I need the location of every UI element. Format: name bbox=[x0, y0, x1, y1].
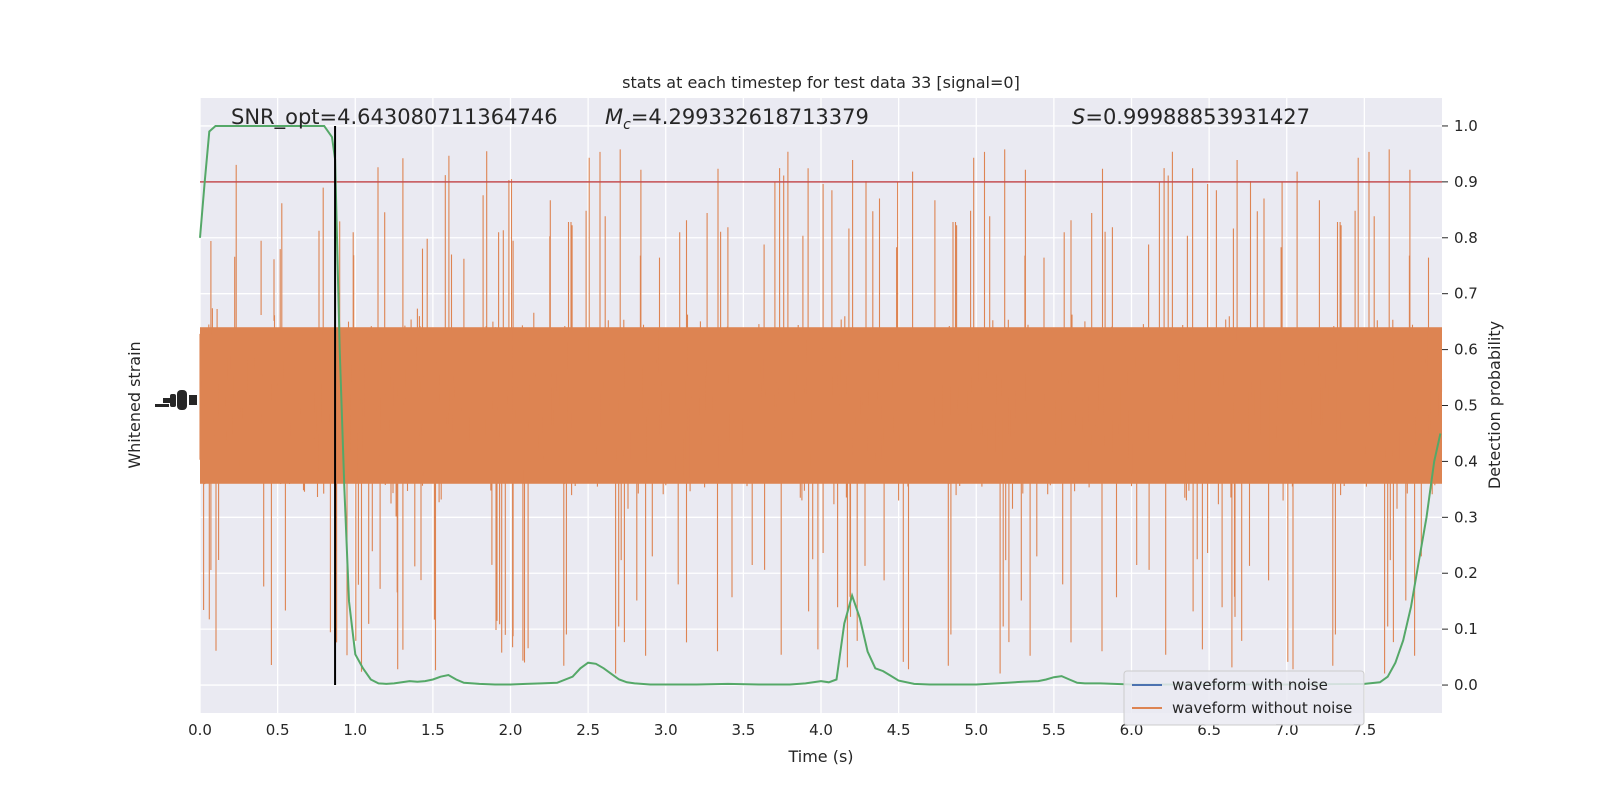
y-tick-label: 0.6 bbox=[1454, 341, 1478, 359]
x-tick-label: 4.5 bbox=[887, 721, 911, 739]
snr-annotation: SNR_opt=4.643080711364746 bbox=[231, 105, 558, 130]
noise-spikes bbox=[199, 149, 1443, 674]
y-tick-label: 0.8 bbox=[1454, 229, 1478, 247]
detection-probability-line bbox=[199, 125, 1442, 686]
y-tick-label: 0.9 bbox=[1454, 173, 1478, 191]
x-axis-label: Time (s) bbox=[787, 747, 853, 766]
x-tick-label: 1.5 bbox=[421, 721, 445, 739]
y-tick-label: 0.7 bbox=[1454, 285, 1478, 303]
chirp-mass-annotation: Mc=4.299332618713379 bbox=[605, 105, 869, 133]
x-tick-label: 0.5 bbox=[266, 721, 290, 739]
y-tick-label: 0.2 bbox=[1454, 564, 1478, 582]
x-tick-label: 2.0 bbox=[499, 721, 523, 739]
x-tick-label: 1.0 bbox=[343, 721, 367, 739]
chart-title: stats at each timestep for test data 33 … bbox=[622, 73, 1020, 92]
x-tick-label: 5.0 bbox=[964, 721, 988, 739]
legend-box bbox=[1123, 670, 1365, 726]
y-tick-label: 0.3 bbox=[1454, 508, 1478, 526]
y-tick-label: 0.4 bbox=[1454, 452, 1478, 470]
legend-label-clean: waveform without noise bbox=[1172, 699, 1352, 717]
legend-label-noise: waveform with noise bbox=[1172, 676, 1328, 694]
y-tick-label: 1.0 bbox=[1454, 117, 1478, 135]
x-tick-label: 3.0 bbox=[654, 721, 678, 739]
x-tick-label: 2.5 bbox=[576, 721, 600, 739]
x-tick-label: 4.0 bbox=[809, 721, 833, 739]
x-tick-label: 5.5 bbox=[1042, 721, 1066, 739]
left-axis-collapsed-ticks bbox=[155, 390, 197, 410]
y-tick-label: 0.0 bbox=[1454, 676, 1478, 694]
y-tick-label: 0.1 bbox=[1454, 620, 1478, 638]
y-axis-right-ticks: 0.0 0.1 0.2 0.3 0.4 0.5 0.6 0.7 0.8 0.9 1.0 bbox=[1442, 117, 1478, 694]
waveform-without-noise-series bbox=[199, 149, 1443, 674]
y-axis-left-label: Whitened strain bbox=[125, 341, 144, 468]
s-annotation: S=0.99988853931427 bbox=[1072, 105, 1310, 129]
x-tick-label: 0.0 bbox=[188, 721, 212, 739]
x-tick-label: 3.5 bbox=[731, 721, 755, 739]
y-tick-label: 0.5 bbox=[1454, 397, 1478, 415]
y-axis-right-label: Detection probability bbox=[1485, 321, 1504, 489]
legend: waveform with noise waveform without noi… bbox=[1123, 670, 1365, 726]
